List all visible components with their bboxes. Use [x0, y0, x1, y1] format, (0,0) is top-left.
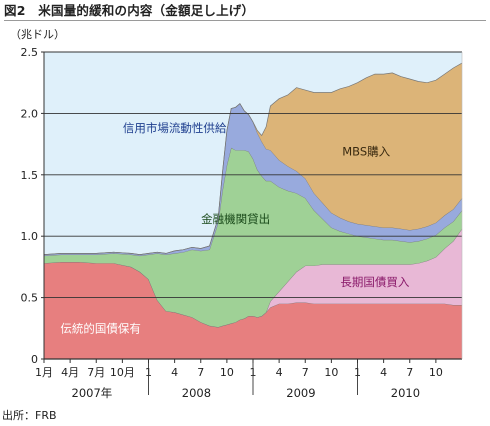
x-tick-label: 7 — [197, 366, 204, 379]
x-tick-label: 10月 — [110, 366, 135, 379]
x-tick-label: 7月 — [87, 366, 105, 379]
x-year-label: 2009 — [286, 386, 315, 400]
area-conventional-treasury — [44, 262, 462, 359]
x-tick-label: 10 — [324, 366, 338, 379]
axes: 00.51.01.52.02.51月4月7月10月147101471014710… — [21, 46, 463, 400]
annotation-credit-liquidity: 信用市場流動性供給 — [123, 121, 227, 135]
x-tick-label: 10 — [429, 366, 443, 379]
area-credit-liquidity — [44, 103, 462, 256]
grid-lines — [44, 51, 462, 299]
x-tick-label: 4月 — [61, 366, 79, 379]
y-axis-unit-label: （兆ドル） — [10, 28, 65, 41]
area-edge-mbs — [43, 62, 463, 255]
y-tick-label: 1.5 — [21, 169, 39, 182]
source-note: 出所：FRB — [2, 409, 57, 422]
area-lending — [44, 147, 462, 328]
area-mbs — [44, 63, 462, 255]
y-tick-label: 1.0 — [21, 230, 39, 243]
figure-title: 図2 米国量的緩和の内容（金額足し上げ） — [4, 1, 486, 21]
annotation-conventional-treasury: 伝統的国債保有 — [60, 321, 141, 335]
x-tick-label: 1月 — [35, 366, 53, 379]
x-tick-label: 7 — [406, 366, 413, 379]
annotation-lending: 金融機関貸出 — [201, 212, 270, 226]
area-long-term-treasury — [44, 228, 462, 328]
x-tick-label: 4 — [171, 366, 178, 379]
x-tick-label: 10 — [220, 366, 234, 379]
x-tick-label: 7 — [302, 366, 309, 379]
y-tick-label: 0.5 — [21, 292, 39, 305]
x-year-label: 2010 — [391, 386, 420, 400]
y-tick-label: 2.5 — [21, 46, 39, 59]
x-year-label: 2008 — [182, 386, 211, 400]
annotation-long-term-treasury: 長期国債買入 — [340, 275, 409, 289]
area-series-group — [43, 62, 463, 359]
y-tick-label: 2.0 — [21, 107, 39, 120]
annotation-mbs: MBS購入 — [342, 144, 390, 158]
y-tick-label: 0 — [31, 353, 38, 366]
x-tick-label: 4 — [380, 366, 387, 379]
x-year-label: 2007年 — [72, 386, 113, 400]
x-tick-label: 4 — [276, 366, 283, 379]
